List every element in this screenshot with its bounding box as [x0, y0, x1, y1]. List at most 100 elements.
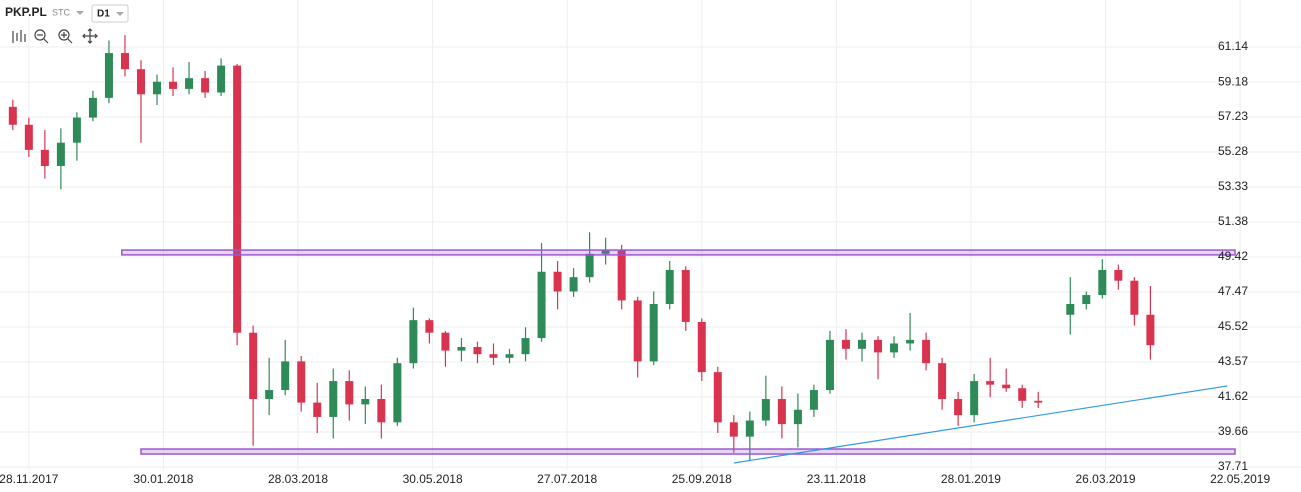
x-tick-label: 28.03.2018: [268, 472, 328, 486]
candle-body: [233, 65, 242, 333]
candle-body: [649, 304, 658, 362]
chart-type-icon[interactable]: [12, 30, 26, 43]
candle-body: [713, 372, 722, 423]
interval[interactable]: D1: [97, 9, 110, 20]
zoom-out-icon[interactable]: [34, 29, 46, 41]
candle-body: [1098, 269, 1107, 296]
x-tick-label: 25.09.2018: [672, 472, 732, 486]
candle-body: [425, 320, 434, 333]
y-tick-label: 55.28: [1218, 144, 1248, 158]
y-tick-label: 45.52: [1218, 319, 1248, 333]
candle-body: [553, 271, 562, 292]
candle-body: [136, 69, 145, 95]
x-tick-label: 28.01.2019: [941, 472, 1001, 486]
candle-body: [665, 269, 674, 305]
candle-body: [1130, 280, 1139, 315]
candle-body: [697, 321, 706, 373]
x-tick-label: 30.05.2018: [403, 472, 463, 486]
trendline: [733, 385, 1228, 464]
candle-body: [361, 399, 370, 405]
y-tick-label: 61.14: [1218, 39, 1248, 53]
interval-arrow: [116, 12, 124, 16]
candle-body: [40, 149, 49, 166]
x-tick-label: 30.01.2018: [133, 472, 193, 486]
price-zone: [121, 249, 1236, 256]
y-tick-label: 39.66: [1218, 424, 1248, 438]
candle-body: [153, 81, 162, 95]
mode[interactable]: STC: [52, 7, 71, 17]
candle-body: [201, 78, 210, 93]
x-tick-label: 28.11.2017: [0, 472, 59, 486]
candle-body: [249, 332, 258, 400]
candle-body: [841, 339, 850, 349]
candle-body: [8, 106, 17, 125]
toolbar: [12, 28, 98, 44]
candle-body: [857, 339, 866, 349]
x-tick-label: 26.03.2019: [1075, 472, 1135, 486]
y-tick-label: 51.38: [1218, 214, 1248, 228]
symbol[interactable]: PKP.PL: [5, 5, 47, 19]
candle-body: [601, 250, 610, 254]
candle-body: [457, 347, 466, 351]
candle-body: [777, 399, 786, 425]
candle-body: [505, 354, 514, 358]
candle-body: [393, 363, 402, 423]
candle-body: [1066, 304, 1075, 315]
candle-body: [809, 390, 818, 410]
candle-body: [874, 339, 883, 353]
candle-body: [922, 339, 931, 364]
candle-body: [345, 381, 354, 405]
candle-body: [569, 277, 578, 292]
zoom-in-icon[interactable]: [58, 29, 70, 41]
candle-body: [1146, 314, 1155, 346]
candle-body: [24, 124, 33, 150]
candle-body: [489, 354, 498, 358]
candle-body: [825, 339, 834, 391]
candle-body: [217, 65, 226, 93]
candle-body: [745, 420, 754, 437]
candle-body: [56, 142, 65, 166]
candle-body: [377, 399, 386, 423]
candle-body: [761, 399, 770, 421]
y-tick-label: 59.18: [1218, 74, 1248, 88]
mode-arrow[interactable]: [76, 11, 84, 15]
interval-box[interactable]: [91, 4, 129, 23]
y-tick-label: 47.47: [1218, 284, 1248, 298]
candle-body: [986, 381, 995, 385]
candle-body: [1114, 269, 1123, 281]
x-tick-label: 27.07.2018: [537, 472, 597, 486]
candle-body: [1018, 388, 1027, 401]
candle-body: [72, 117, 81, 143]
y-tick-label: 41.62: [1218, 389, 1248, 403]
candle-body: [890, 343, 899, 353]
pan-icon[interactable]: [82, 28, 98, 44]
x-tick-label: 22.05.2019: [1210, 472, 1270, 486]
candle-body: [938, 363, 947, 400]
y-tick-label: 43.57: [1218, 354, 1248, 368]
candle-body: [473, 347, 482, 355]
candle-body: [265, 390, 274, 400]
candle-body: [970, 381, 979, 416]
y-tick-label: 49.42: [1218, 249, 1248, 263]
price-zone: [140, 448, 1236, 455]
candle-body: [1002, 384, 1011, 389]
candle-body: [313, 402, 322, 417]
candle-body: [681, 269, 690, 322]
candle-body: [617, 250, 626, 301]
candle-body: [281, 361, 290, 391]
x-tick-label: 23.11.2018: [807, 472, 866, 486]
candle-body: [633, 300, 642, 362]
y-tick-label: 57.23: [1218, 109, 1248, 123]
candle-body: [906, 339, 915, 344]
candle-body: [409, 320, 418, 364]
candle-body: [329, 381, 338, 417]
y-tick-label: 53.33: [1218, 179, 1248, 193]
candle-body: [954, 399, 963, 416]
candle-body: [521, 338, 530, 355]
y-tick-label: 37.71: [1218, 459, 1248, 473]
candle-body: [1082, 295, 1091, 305]
candle-body: [537, 271, 546, 339]
candle-body: [185, 78, 194, 89]
candle-body: [585, 253, 594, 278]
